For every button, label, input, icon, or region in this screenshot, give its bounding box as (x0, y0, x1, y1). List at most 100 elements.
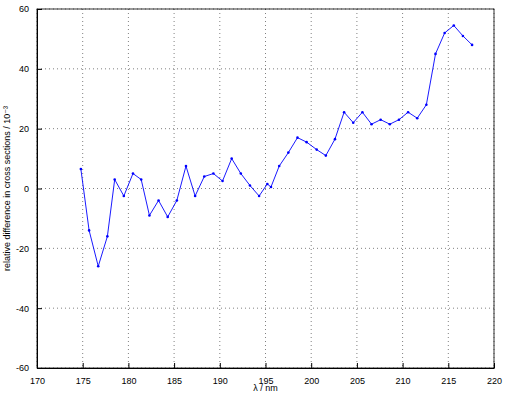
y-tick-mark (37, 129, 42, 130)
data-point (80, 168, 83, 171)
data-point (203, 175, 206, 178)
y-tick-mark (37, 9, 42, 10)
data-point (240, 172, 243, 175)
y-axis: -60 -40 -20 0 20 40 60 (16, 4, 42, 373)
data-point (287, 151, 290, 154)
data-point (471, 44, 474, 47)
x-tick: 210 (396, 363, 411, 386)
x-tick-mark (266, 363, 267, 368)
y-tick: 40 (19, 64, 42, 74)
x-tick: 190 (213, 363, 228, 386)
x-tick: 185 (167, 363, 182, 386)
y-tick-mark (37, 69, 42, 70)
data-point (407, 111, 410, 114)
grid (37, 9, 494, 368)
data-point (379, 118, 382, 121)
data-point (157, 199, 160, 202)
y-grid-line (37, 308, 494, 309)
x-grid-line (448, 9, 449, 368)
data-point (266, 183, 269, 186)
x-grid-line (311, 9, 312, 368)
y-tick-label: -20 (16, 244, 29, 254)
y-tick-label: 60 (19, 4, 29, 14)
x-tick-label: 190 (213, 376, 228, 386)
data-point (370, 123, 373, 126)
data-point (278, 165, 281, 168)
x-tick-label: 185 (167, 376, 182, 386)
data-point (425, 103, 428, 106)
x-tick-label: 210 (396, 376, 411, 386)
y-grid-line (37, 68, 494, 69)
data-point (462, 35, 465, 38)
x-tick-mark (311, 363, 312, 368)
data-point (296, 136, 299, 139)
data-point (305, 141, 308, 144)
y-tick-mark (37, 248, 42, 249)
data-point (334, 138, 337, 141)
x-tick-mark (128, 363, 129, 368)
x-grid-line (402, 9, 403, 368)
y-tick: -20 (16, 244, 42, 254)
data-point (194, 195, 197, 198)
data-point (443, 32, 446, 35)
data-point (452, 24, 455, 27)
data-point (270, 186, 273, 189)
x-tick-label: 220 (487, 376, 502, 386)
data-point (398, 118, 401, 121)
x-tick: 205 (350, 363, 365, 386)
y-tick: 20 (19, 124, 42, 134)
x-grid-line (219, 9, 220, 368)
data-point (176, 199, 179, 202)
x-grid-line (128, 9, 129, 368)
y-tick-label: -60 (16, 363, 29, 373)
data-point (113, 178, 116, 181)
data-point (230, 157, 233, 160)
y-tick: 0 (24, 184, 42, 194)
data-point (221, 180, 224, 183)
x-tick-mark (83, 363, 84, 368)
y-tick-mark (37, 189, 42, 190)
x-tick-label: 215 (441, 376, 456, 386)
x-tick: 180 (121, 363, 136, 386)
y-tick: -60 (16, 363, 42, 373)
data-point (361, 111, 364, 114)
chart: 170175180185190195200205210215220-60-40-… (0, 0, 511, 394)
x-tick-label: 170 (30, 376, 45, 386)
plot: 170175180185190195200205210215220-60-40-… (16, 4, 502, 386)
data-point (212, 172, 215, 175)
y-tick-mark (37, 308, 42, 309)
data (80, 24, 474, 267)
y-grid-line (37, 128, 494, 129)
data-point (343, 111, 346, 114)
y-axis-title: relative difference in cross sections / … (2, 106, 12, 271)
data-point (315, 148, 318, 151)
data-point (352, 121, 355, 124)
x-tick: 175 (76, 363, 91, 386)
y-tick: 60 (19, 4, 42, 14)
y-tick: -40 (16, 304, 42, 314)
data-point (132, 172, 135, 175)
data-point (97, 265, 100, 268)
data-point (123, 195, 126, 198)
data-point (106, 235, 109, 238)
x-tick-mark (357, 363, 358, 368)
y-grid-line (37, 248, 494, 249)
data-point (325, 154, 328, 157)
data-point (140, 178, 143, 181)
y-grid-line (37, 188, 494, 189)
x-tick-mark (174, 363, 175, 368)
x-tick-label: 200 (304, 376, 319, 386)
data-point (166, 216, 169, 219)
data-point (389, 123, 392, 126)
data-point (416, 117, 419, 120)
x-tick: 200 (304, 363, 319, 386)
data-point (434, 53, 437, 56)
x-tick-mark (220, 363, 221, 368)
y-tick-mark (37, 368, 42, 369)
data-point (88, 229, 91, 232)
x-tick: 215 (441, 363, 456, 386)
x-axis-title: λ / nm (253, 383, 278, 393)
x-axis-line (38, 368, 495, 369)
data-line (81, 25, 472, 266)
x-tick-label: 175 (76, 376, 91, 386)
